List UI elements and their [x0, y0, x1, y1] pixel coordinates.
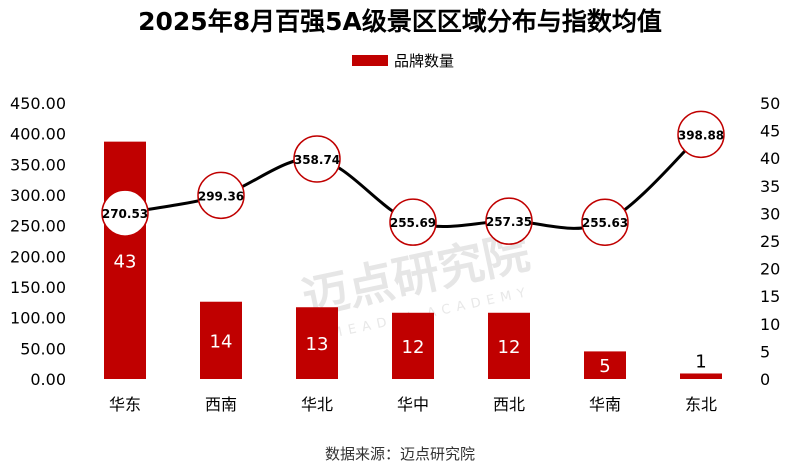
bar: [104, 141, 146, 379]
category-label: 华中: [397, 395, 429, 414]
y-left-tick: 50.00: [20, 339, 66, 358]
y-right-tick: 15: [760, 287, 780, 306]
y-right-tick: 30: [760, 204, 780, 223]
y-left-tick: 400.00: [10, 125, 66, 144]
bar: [392, 312, 434, 379]
bar: [200, 301, 242, 379]
category-label: 华北: [301, 395, 333, 414]
legend-swatch: [352, 55, 388, 66]
bar: [680, 373, 722, 379]
line-data-label: 270.53: [102, 207, 148, 221]
y-right-tick: 0: [760, 370, 770, 389]
line-data-label: 257.35: [486, 215, 532, 229]
category-label: 东北: [685, 395, 717, 414]
category-label: 华南: [589, 395, 621, 414]
line-marker: [677, 110, 725, 159]
y-left-tick: 250.00: [10, 217, 66, 236]
bar-data-label: 1: [695, 351, 706, 372]
bar-data-label: 12: [498, 337, 521, 358]
bar-data-label: 14: [210, 331, 233, 352]
category-label: 西南: [205, 395, 237, 414]
line-marker: [197, 171, 245, 220]
y-right-tick: 45: [760, 122, 780, 141]
y-left-tick: 450.00: [10, 94, 66, 113]
bar-data-label: 13: [306, 334, 329, 355]
y-right-tick: 10: [760, 315, 780, 334]
source-note: 数据来源：迈点研究院: [325, 445, 475, 463]
line-data-label: 299.36: [198, 189, 244, 203]
y-right-tick: 5: [760, 342, 770, 361]
category-label: 西北: [493, 395, 525, 414]
line-marker: [101, 189, 149, 237]
y-left-tick: 0.00: [30, 370, 66, 389]
bar: [296, 307, 338, 379]
bar: [488, 312, 530, 379]
y-left-tick: 150.00: [10, 278, 66, 297]
bar: [584, 351, 626, 379]
y-left-tick: 350.00: [10, 155, 66, 174]
y-right-tick: 50: [760, 94, 780, 113]
line-marker: [293, 135, 341, 183]
y-right-tick: 40: [760, 149, 780, 168]
y-left-tick: 300.00: [10, 186, 66, 205]
line-data-label: 255.63: [582, 216, 628, 230]
line-data-label: 398.88: [678, 128, 724, 142]
bar-data-label: 5: [599, 356, 610, 377]
y-right-tick: 20: [760, 260, 780, 279]
line-data-label: 255.69: [390, 216, 436, 230]
legend-label: 品牌数量: [394, 52, 454, 70]
y-left-tick: 200.00: [10, 247, 66, 266]
line-data-label: 358.74: [294, 153, 340, 167]
chart-title: 2025年8月百强5A级景区区域分布与指数均值: [138, 7, 662, 36]
y-right-tick: 35: [760, 177, 780, 196]
y-left-tick: 100.00: [10, 309, 66, 328]
bar-data-label: 12: [402, 337, 425, 358]
line-marker: [389, 198, 437, 246]
category-label: 华东: [109, 395, 141, 414]
line-marker: [485, 197, 533, 245]
line-marker: [581, 198, 629, 246]
bar-data-label: 43: [114, 251, 137, 272]
y-right-tick: 25: [760, 232, 780, 251]
